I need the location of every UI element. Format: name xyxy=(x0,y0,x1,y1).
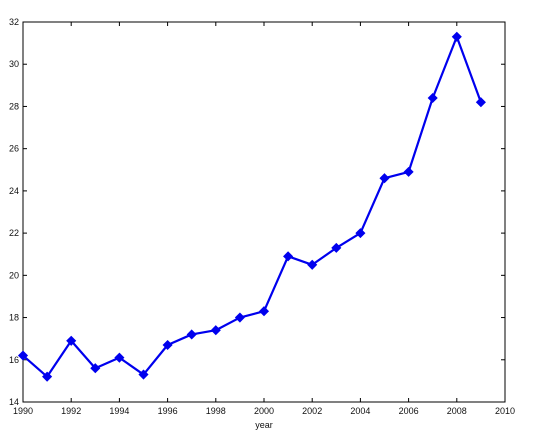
x-tick-label: 2004 xyxy=(350,406,370,416)
y-tick-label: 22 xyxy=(9,228,19,238)
x-tick-label: 1994 xyxy=(109,406,129,416)
x-axis: 1990 1992 1994 1996 1998 2000 2002 2004 2006 2008… xyxy=(13,22,515,416)
data-point-marker xyxy=(283,251,294,262)
x-tick-label: 1996 xyxy=(158,406,178,416)
data-point-marker xyxy=(475,97,486,108)
data-point-marker xyxy=(427,92,438,104)
data-point-marker xyxy=(138,369,149,380)
data-point-marker xyxy=(186,329,197,340)
y-tick-label: 16 xyxy=(9,355,19,365)
x-tick-label: 1990 xyxy=(13,406,33,416)
y-axis: 14 16 18 20 22 24 26 28 30 32 xyxy=(9,17,505,407)
data-point-marker xyxy=(355,228,366,239)
series-line xyxy=(22,35,482,378)
y-tick-label: 18 xyxy=(9,313,19,323)
data-point-marker xyxy=(451,31,462,42)
data-point-marker xyxy=(331,242,342,253)
y-tick-label: 30 xyxy=(9,59,19,69)
y-tick-label: 32 xyxy=(9,17,19,27)
x-tick-label: 2008 xyxy=(447,406,467,416)
data-point-marker xyxy=(403,166,414,177)
x-tick-label: 2000 xyxy=(254,406,274,416)
x-axis-label: year xyxy=(255,420,273,430)
y-tick-label: 14 xyxy=(9,397,19,407)
data-point-marker xyxy=(307,259,318,270)
x-tick-label: 1998 xyxy=(206,406,226,416)
plot-area-frame xyxy=(22,21,506,403)
data-point-marker xyxy=(162,339,173,351)
x-tick-label: 2002 xyxy=(302,406,322,416)
x-tick-label: 2010 xyxy=(495,406,515,416)
data-point-marker xyxy=(66,335,77,346)
data-point-marker xyxy=(210,325,221,336)
y-tick-label: 26 xyxy=(9,144,19,154)
y-tick-label: 20 xyxy=(9,270,19,280)
data-point-marker xyxy=(42,371,53,382)
y-tick-label: 24 xyxy=(9,186,19,196)
data-point-marker xyxy=(234,312,245,323)
x-tick-label: 2006 xyxy=(399,406,419,416)
y-tick-label: 28 xyxy=(9,101,19,111)
data-point-marker xyxy=(17,350,29,361)
data-point-marker xyxy=(90,363,101,374)
data-point-marker xyxy=(114,352,125,363)
data-point-marker xyxy=(258,306,270,317)
x-tick-label: 1992 xyxy=(61,406,81,416)
series-markers xyxy=(17,31,486,382)
data-point-marker xyxy=(379,173,390,184)
